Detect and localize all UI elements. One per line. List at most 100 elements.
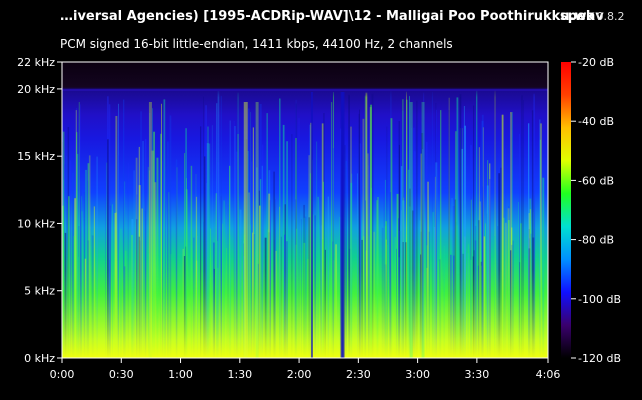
spectrogram-streak	[503, 198, 505, 358]
file-info: PCM signed 16-bit little-endian, 1411 kb…	[60, 37, 453, 51]
spectrogram-streak	[66, 156, 68, 358]
plot-frame	[61, 61, 549, 359]
time-tick-label: 1:00	[168, 368, 193, 381]
spectrogram-streak	[363, 236, 365, 358]
spectrogram-streak	[78, 102, 80, 358]
spectrogram-streak	[510, 112, 512, 358]
spectrogram-streak	[332, 241, 334, 358]
spectrogram-streak	[373, 231, 375, 358]
app-version: 0.8.2	[596, 10, 625, 23]
spectrogram-streak	[539, 139, 542, 358]
spectrogram-streak	[339, 217, 341, 358]
spectrogram-streak	[439, 259, 441, 358]
spectrogram-streak	[279, 206, 281, 358]
spectrogram-streak	[435, 103, 437, 358]
spectrogram-streak	[184, 153, 186, 358]
spectrogram-streak	[494, 90, 496, 358]
spectrogram-streak	[154, 182, 157, 358]
db-colorbar	[561, 62, 571, 358]
spectrogram-streak	[108, 259, 110, 358]
spectrogram-streak	[75, 110, 77, 358]
spectrogram-streak	[383, 191, 386, 358]
spectrogram-streak	[131, 235, 133, 358]
spectrogram-streak	[453, 255, 455, 358]
spectrogram-streak	[87, 163, 90, 358]
spectrogram-bright-band	[255, 102, 259, 358]
spectrogram-streak	[505, 222, 507, 358]
spectrogram-streak	[261, 165, 263, 358]
spectrogram-streak	[248, 108, 250, 358]
spectrogram-streak	[208, 143, 211, 358]
spectrogram-streak	[416, 100, 418, 358]
spectrogram-streak	[422, 149, 424, 358]
spectrogram-streak	[432, 212, 434, 358]
spectrogram-streak	[64, 232, 67, 358]
spectrogram-streak	[206, 143, 209, 358]
spectrogram-streak	[316, 141, 318, 358]
spectrogram-streak	[511, 244, 513, 358]
spectrogram-streak	[303, 204, 305, 358]
spectrogram-streak	[485, 223, 486, 358]
spectrogram-streak	[193, 237, 195, 358]
spectrogram-streak	[461, 128, 463, 358]
spectrogram-streak	[530, 233, 532, 358]
spectrogram-streak	[250, 111, 251, 358]
spectrogram-streak	[136, 194, 138, 358]
spectrogram-streak	[163, 99, 166, 358]
spectrogram-streak	[284, 234, 286, 358]
spectrogram-streak	[438, 261, 439, 358]
spectrogram-streak	[247, 151, 249, 358]
spectrogram-streak	[454, 199, 457, 358]
spectrogram-streak	[127, 162, 129, 358]
time-tick-label: 3:30	[465, 368, 490, 381]
spectrogram-streak	[251, 161, 253, 358]
spectrogram-streak	[500, 167, 502, 358]
spectrogram-streak	[229, 120, 231, 358]
freq-tick-label: 22 kHz	[17, 56, 55, 69]
spectrogram-streak	[509, 113, 511, 358]
spectrogram-streak	[71, 172, 74, 358]
spectrogram-streak	[282, 124, 285, 358]
spectrogram-bright-band	[243, 102, 248, 358]
spectrogram-streak	[195, 173, 197, 358]
spectrogram-streak	[435, 109, 437, 358]
db-tick-label: -60 dB	[578, 174, 614, 187]
spectrogram-streak	[435, 199, 437, 358]
spectrogram-streak	[206, 183, 207, 358]
spectrogram-streak	[381, 227, 384, 358]
spectrogram-streak	[533, 93, 535, 358]
spectrogram-streak	[77, 153, 79, 358]
spectrogram-streak	[408, 206, 411, 358]
spectrogram-streak	[226, 247, 228, 358]
spectrogram-streak	[402, 99, 404, 358]
spectrogram-streak	[423, 92, 425, 358]
spectrogram-streak	[160, 133, 162, 358]
spectrogram-streak	[269, 200, 271, 358]
spectrogram-streak	[542, 177, 545, 358]
spectrogram-streak	[361, 239, 363, 358]
spectrogram-streak	[497, 226, 499, 358]
spectrogram-streak	[398, 231, 401, 358]
spectrogram-streak	[73, 236, 75, 358]
spectrogram-streak	[386, 244, 389, 358]
spectrogram-streak	[332, 148, 334, 358]
spectrogram-streak	[396, 193, 399, 358]
spectrogram-streak	[528, 123, 530, 358]
spectrogram-bright-band	[148, 102, 152, 358]
freq-tick-label: 15 kHz	[17, 150, 55, 163]
spectrogram-streak	[479, 201, 481, 358]
spectrogram-streak	[459, 94, 462, 358]
spectrogram-streak	[521, 95, 523, 358]
spectrogram-streak	[295, 228, 298, 358]
spectrogram-streak	[320, 225, 323, 358]
spectrogram-streak	[153, 131, 155, 358]
spectrogram-streak	[245, 139, 248, 358]
spectrogram-background	[62, 62, 548, 358]
spectrogram-streak	[259, 205, 261, 358]
spectrogram-streak	[481, 114, 484, 358]
spectrogram-streak	[333, 92, 334, 358]
app-brand: spek 0.8.2	[560, 9, 625, 24]
spectrogram-streak	[519, 262, 521, 358]
spectrogram-streak	[237, 134, 239, 358]
spectrogram-streak	[83, 191, 86, 358]
